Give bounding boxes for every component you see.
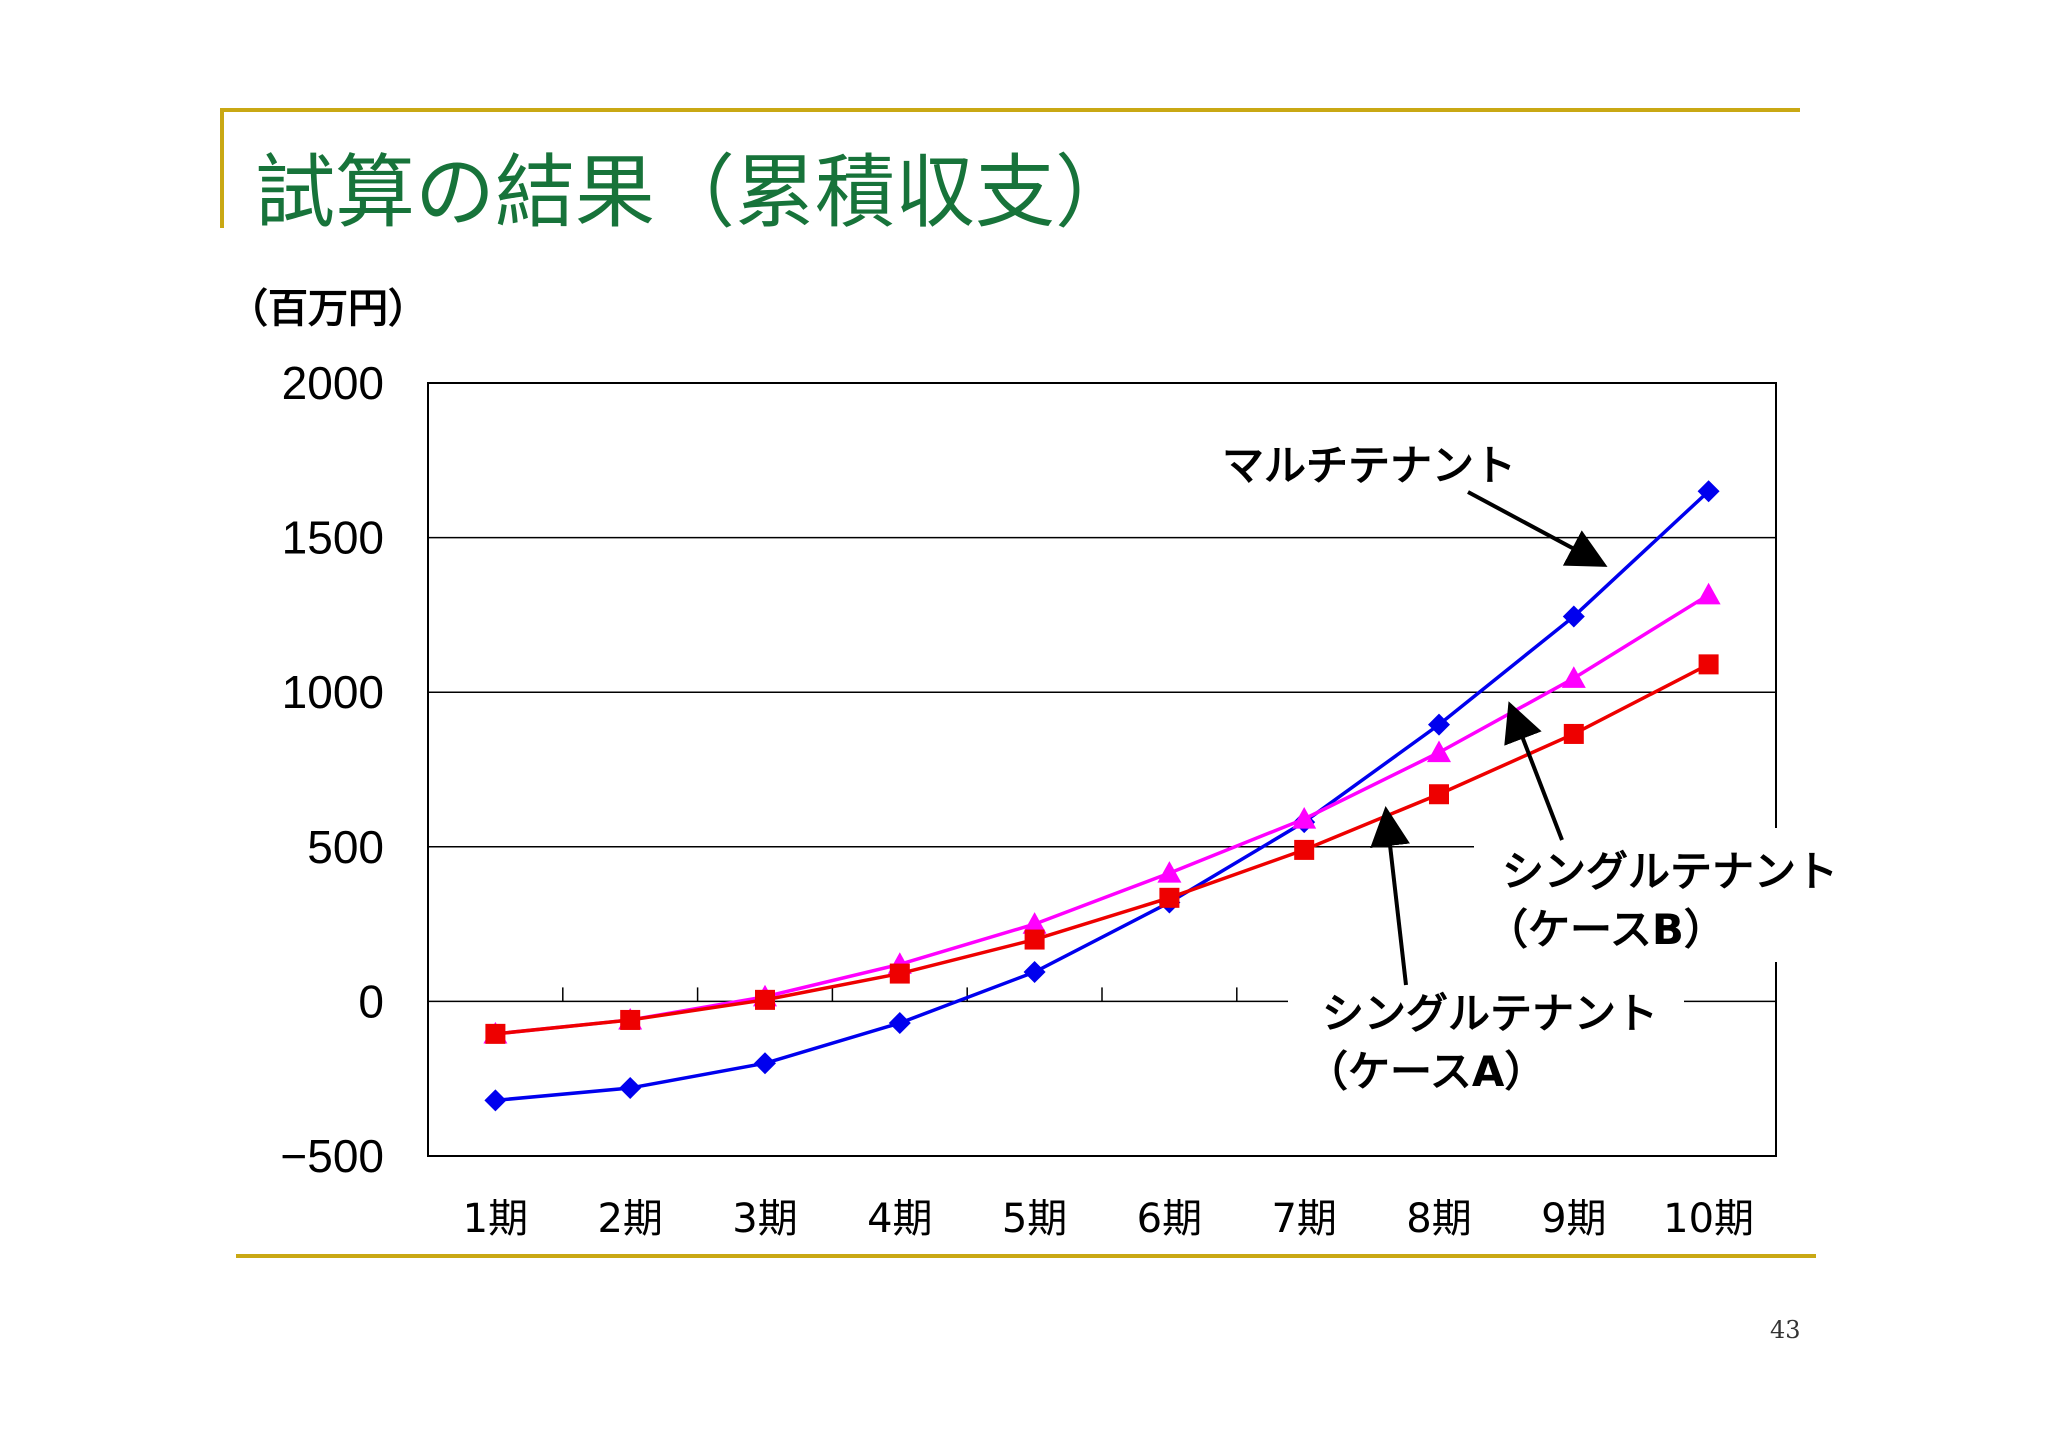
- arrow-single-a: [1370, 806, 1410, 986]
- data-point: [620, 1009, 641, 1030]
- data-point: [1023, 961, 1046, 984]
- data-point: [1697, 480, 1720, 503]
- x-tick-label: 4期: [867, 1196, 932, 1242]
- y-tick-label: 1500: [282, 512, 384, 564]
- x-tick-label: 7期: [1271, 1196, 1336, 1242]
- title-accent-bar: [220, 108, 224, 228]
- annotation-bg-single-b: [1474, 828, 1854, 962]
- y-tick-label: 500: [307, 821, 384, 873]
- data-point: [485, 1023, 506, 1044]
- data-point: [1562, 605, 1585, 628]
- y-tick-label: 2000: [282, 357, 384, 409]
- x-tick-label: 6期: [1137, 1196, 1202, 1242]
- data-point: [889, 963, 910, 984]
- arrow-single-b: [1504, 701, 1564, 841]
- annotation-single-a-line2: （ケースA）: [1306, 1047, 1546, 1096]
- data-point: [1157, 861, 1182, 883]
- plot-frame: [427, 382, 1777, 1157]
- annotation-multi-label: マルチテナント: [1222, 441, 1516, 490]
- x-tick-label: 8期: [1406, 1196, 1471, 1242]
- data-point: [1427, 740, 1451, 763]
- arrow-multi: [1467, 490, 1608, 567]
- bottom-rule: [236, 1254, 1816, 1258]
- data-point: [1698, 654, 1719, 675]
- series-lines: [483, 480, 1721, 1112]
- data-point: [484, 1089, 507, 1112]
- series-line: [495, 489, 1710, 1103]
- x-tick-label: 2期: [597, 1196, 662, 1242]
- x-tick-labels: 1期 2期 3期 4期 5期 6期 7期 8期 9期 10期: [463, 1196, 1754, 1242]
- data-point: [1561, 666, 1586, 688]
- series-single-a: [485, 654, 1719, 1044]
- data-point: [1022, 912, 1047, 934]
- y-tick-labels: −500 0 500 1000 1500 2000: [280, 357, 384, 1182]
- annotation-bg-single-a: [1288, 970, 1684, 1102]
- data-point: [755, 989, 775, 1010]
- x-tick-label: 9期: [1541, 1196, 1606, 1242]
- y-unit-label: （百万円）: [228, 286, 428, 332]
- data-point: [1024, 929, 1045, 950]
- y-tick-label: 1000: [282, 666, 384, 718]
- data-point: [1294, 839, 1315, 860]
- annotation-single-a-line1: シングルテナント: [1322, 989, 1658, 1038]
- annotation-single-b-line2: （ケースB）: [1486, 905, 1726, 954]
- annotation-bg-multi: [1210, 436, 1530, 494]
- y-tick-label: 0: [358, 975, 384, 1027]
- series-line: [495, 593, 1710, 1036]
- data-point: [1696, 582, 1721, 605]
- data-point: [1292, 806, 1317, 829]
- y-tick-label: −500: [280, 1130, 384, 1182]
- data-point: [1563, 723, 1584, 744]
- data-point: [1428, 713, 1450, 736]
- top-rule: [222, 108, 1800, 112]
- series-line: [495, 662, 1710, 1036]
- page-title: 試算の結果（累積収支）: [255, 146, 1135, 239]
- x-tick-label: 3期: [732, 1196, 797, 1242]
- x-tick-label: 1期: [463, 1196, 528, 1242]
- data-point: [888, 1012, 911, 1035]
- data-point: [1429, 784, 1449, 805]
- data-point: [619, 1076, 642, 1099]
- page-number: 43: [1770, 1316, 1801, 1344]
- x-tick-label: 5期: [1002, 1196, 1067, 1242]
- data-point: [754, 1052, 776, 1075]
- data-point: [1159, 887, 1180, 908]
- annotation-single-b-line1: シングルテナント: [1502, 847, 1838, 896]
- x-tick-label: 10期: [1663, 1196, 1754, 1242]
